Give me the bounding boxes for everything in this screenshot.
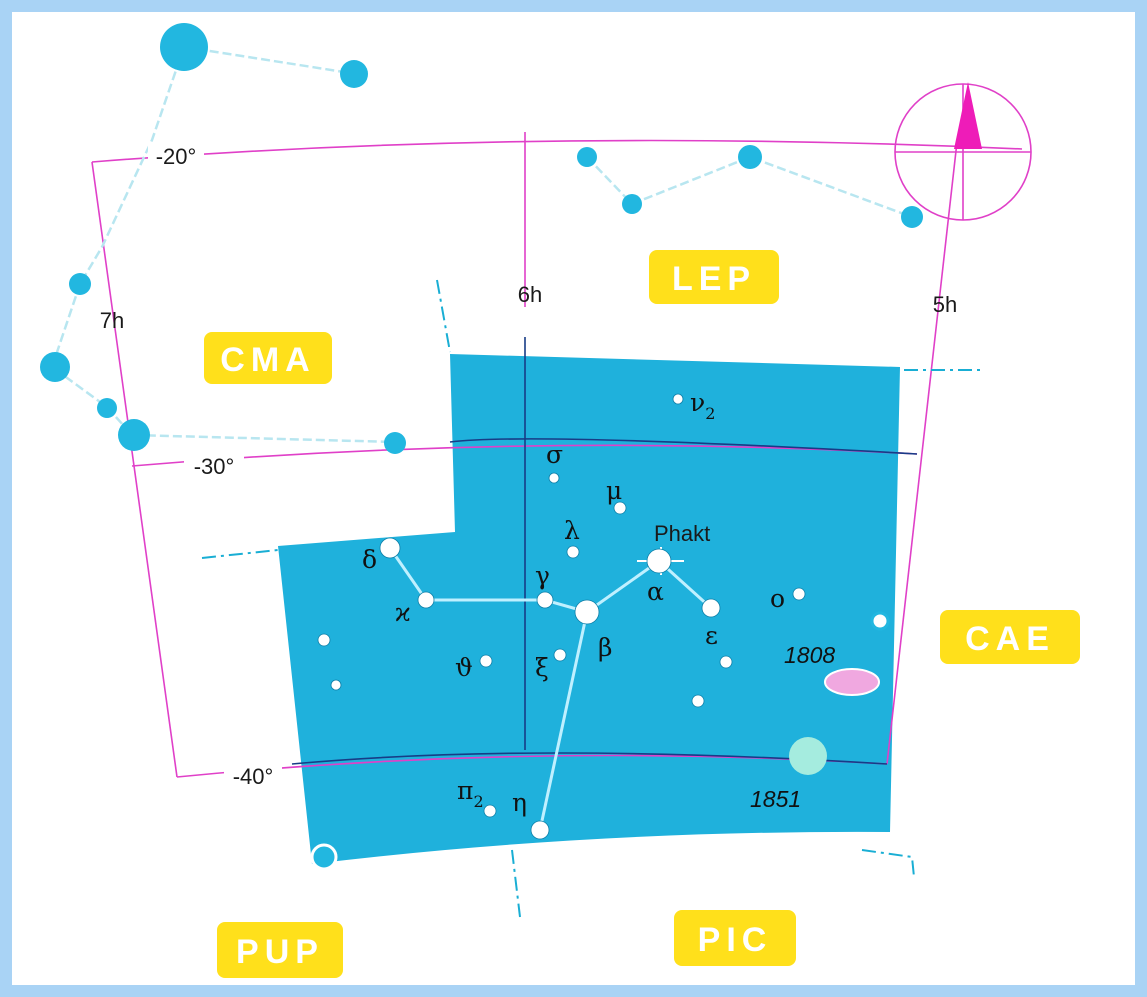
globular-cluster-1851-symbol [789,737,827,775]
label-1808: 1808 [784,642,835,668]
boundary-bottom [511,849,521,918]
boundary-top [436,279,451,353]
dec-30-label: -30° [194,454,235,479]
star-eta [530,820,550,840]
neighbor-star [340,60,368,88]
edge-stars [310,611,890,871]
label-kappa: ϰ [395,598,411,627]
neighbor-stick-figures [50,45,913,444]
star-omicron [792,587,806,601]
label-delta: δ [362,545,377,574]
label-pic: PIC [698,921,773,959]
label-cae-bg [940,610,1080,664]
label-lambda: λ [564,516,580,545]
boundary-left [201,549,279,559]
neighbor-star [118,419,150,451]
star-gamma [536,591,554,609]
star-delta [379,537,401,559]
boundary-right-bottom [861,849,915,878]
neighbor-stars [40,23,923,454]
label-nu2: ν2 [690,388,715,423]
neighbor-star [97,398,117,418]
star-chart: LEP CMA CAE PUP PIC -20° -30° -40° 6h 7h… [40,23,1080,978]
star-beta [574,599,600,625]
neighbor-star [622,194,642,214]
neighbor-star [901,206,923,228]
label-eta: η [512,788,527,817]
label-theta: ϑ [455,653,473,682]
dec-30-line-inside [449,438,918,455]
label-xi: ξ [535,653,549,682]
label-cae: CAE [965,620,1055,658]
edge-star [870,611,890,631]
star-labels: ν2 σ μ λ Phakt δ γ α ϰ o ε β ϑ ξ π2 η [362,388,785,817]
neighbor-star [738,145,762,169]
label-phakt: Phakt [654,521,710,546]
star-kappa [417,591,435,609]
constellation-boundaries [201,279,980,918]
star [719,655,733,669]
label-cma-bg [204,332,332,384]
label-epsilon: ε [705,621,718,650]
columba-stars [317,393,806,840]
ra-7h-label: 7h [100,308,124,333]
north-arrow-icon [954,82,982,149]
ra-6h-label: 6h [518,282,542,307]
star [330,679,342,691]
label-mu: μ [606,476,622,505]
label-beta: β [598,633,612,662]
star-mu [613,501,627,515]
label-lep-bg [649,250,779,304]
star-chart-frame: LEP CMA CAE PUP PIC -20° -30° -40° 6h 7h… [12,12,1135,985]
star-sigma [548,472,560,484]
label-gamma: γ [535,561,550,590]
label-pi2: π2 [457,776,484,811]
star-nu2 [672,393,684,405]
star-pi2 [483,804,497,818]
ra-5h-line [886,141,958,765]
dec-20-label: -20° [156,144,197,169]
neighbor-star [69,273,91,295]
label-alpha: α [647,577,664,606]
compass [894,82,1032,221]
neighbor-star [160,23,208,71]
galaxy-1808-symbol [824,668,880,696]
label-lep: LEP [672,260,756,298]
label-omicron: o [770,584,785,613]
neighbor-star [577,147,597,167]
star [317,633,331,647]
ra-5h-label: 5h [933,292,957,317]
star-xi [553,648,567,662]
neighbor-star [40,352,70,382]
label-pup: PUP [236,933,324,971]
label-pup-bg [217,922,343,978]
star-theta [479,654,493,668]
edge-star [310,843,338,871]
label-cma: CMA [220,341,315,379]
star-epsilon [701,598,721,618]
star-alpha [646,548,672,574]
dec-20-line [91,139,1023,163]
label-1851: 1851 [750,786,801,812]
star [691,694,705,708]
ra-7h-line [91,161,178,778]
dec-30-line [131,444,918,467]
grid-labels: -20° -30° -40° 6h 7h 5h [100,142,957,790]
star-lambda [566,545,580,559]
label-pic-bg [674,910,796,966]
neighbor-star [384,432,406,454]
constellation-labels: LEP CMA CAE PUP PIC [204,250,1080,978]
dec-40-label: -40° [233,764,274,789]
label-sigma: σ [546,440,563,469]
